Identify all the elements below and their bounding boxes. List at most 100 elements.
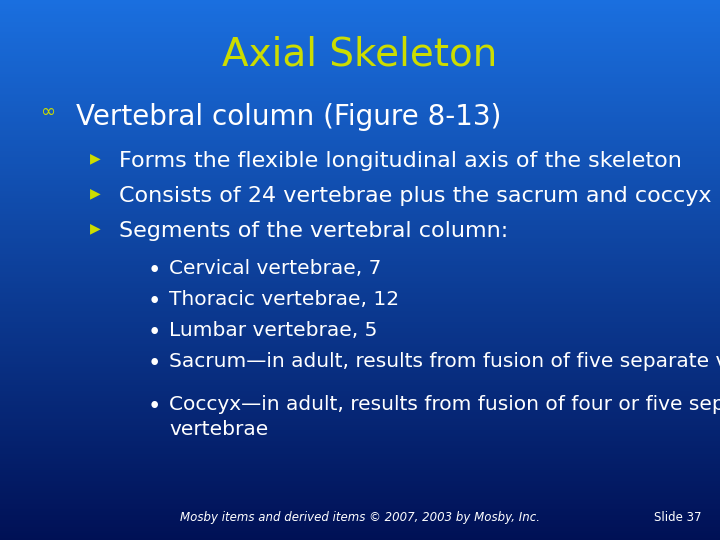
Bar xyxy=(0,209,720,211)
Bar xyxy=(0,151,720,153)
Bar xyxy=(0,501,720,502)
Bar xyxy=(0,0,720,2)
Text: Sacrum—in adult, results from fusion of five separate vertebrae: Sacrum—in adult, results from fusion of … xyxy=(169,352,720,371)
Bar xyxy=(0,47,720,49)
Bar xyxy=(0,324,720,326)
Bar xyxy=(0,45,720,47)
Bar xyxy=(0,448,720,450)
Bar xyxy=(0,20,720,22)
Bar xyxy=(0,288,720,290)
Bar xyxy=(0,70,720,72)
Bar xyxy=(0,479,720,481)
Bar xyxy=(0,538,720,540)
Bar xyxy=(0,335,720,336)
Bar xyxy=(0,144,720,146)
Bar xyxy=(0,153,720,155)
Bar xyxy=(0,380,720,382)
Bar xyxy=(0,69,720,70)
Bar xyxy=(0,23,720,25)
Text: Segments of the vertebral column:: Segments of the vertebral column: xyxy=(119,221,508,241)
Text: •: • xyxy=(148,395,161,418)
Bar xyxy=(0,66,720,69)
Bar xyxy=(0,211,720,212)
Bar xyxy=(0,509,720,511)
Bar xyxy=(0,150,720,151)
Bar xyxy=(0,220,720,221)
Bar xyxy=(0,42,720,43)
Bar xyxy=(0,9,720,11)
Bar xyxy=(0,173,720,174)
Bar xyxy=(0,108,720,110)
Bar xyxy=(0,113,720,115)
Bar xyxy=(0,22,720,23)
Bar xyxy=(0,322,720,324)
Bar xyxy=(0,428,720,430)
Bar xyxy=(0,470,720,471)
Bar xyxy=(0,254,720,255)
Bar xyxy=(0,356,720,358)
Bar xyxy=(0,376,720,378)
Bar xyxy=(0,177,720,178)
Bar xyxy=(0,312,720,313)
Bar xyxy=(0,481,720,482)
Bar xyxy=(0,525,720,528)
Bar xyxy=(0,339,720,340)
Bar xyxy=(0,488,720,490)
Bar xyxy=(0,56,720,58)
Bar xyxy=(0,245,720,247)
Bar xyxy=(0,409,720,410)
Bar xyxy=(0,301,720,302)
Bar xyxy=(0,282,720,285)
Bar xyxy=(0,351,720,353)
Bar xyxy=(0,268,720,270)
Bar xyxy=(0,374,720,376)
Bar xyxy=(0,416,720,417)
Bar xyxy=(0,491,720,493)
Bar xyxy=(0,228,720,231)
Bar xyxy=(0,520,720,522)
Bar xyxy=(0,293,720,295)
Bar xyxy=(0,362,720,363)
Bar xyxy=(0,232,720,234)
Bar xyxy=(0,299,720,301)
Bar xyxy=(0,427,720,428)
Bar xyxy=(0,135,720,137)
Bar xyxy=(0,396,720,398)
Bar xyxy=(0,96,720,97)
Bar xyxy=(0,212,720,214)
Bar xyxy=(0,383,720,385)
Text: Lumbar vertebrae, 5: Lumbar vertebrae, 5 xyxy=(169,321,377,340)
Bar xyxy=(0,77,720,79)
Bar xyxy=(0,198,720,200)
Bar xyxy=(0,174,720,177)
Bar xyxy=(0,90,720,92)
Bar xyxy=(0,191,720,193)
Bar xyxy=(0,115,720,117)
Bar xyxy=(0,394,720,396)
Bar xyxy=(0,72,720,74)
Bar xyxy=(0,319,720,320)
Bar xyxy=(0,511,720,513)
Bar xyxy=(0,61,720,63)
Bar xyxy=(0,248,720,250)
Text: Axial Skeleton: Axial Skeleton xyxy=(222,35,498,73)
Bar xyxy=(0,160,720,162)
Bar xyxy=(0,162,720,164)
Bar xyxy=(0,7,720,9)
Bar xyxy=(0,393,720,394)
Text: Cervical vertebrae, 7: Cervical vertebrae, 7 xyxy=(169,259,382,278)
Bar xyxy=(0,196,720,198)
Bar xyxy=(0,93,720,96)
Bar xyxy=(0,4,720,5)
Bar xyxy=(0,225,720,227)
Bar xyxy=(0,495,720,497)
Bar xyxy=(0,227,720,228)
Bar xyxy=(0,457,720,459)
Bar xyxy=(0,119,720,120)
Bar xyxy=(0,83,720,85)
Bar xyxy=(0,430,720,432)
Bar xyxy=(0,461,720,463)
Bar xyxy=(0,221,720,223)
Bar xyxy=(0,187,720,189)
Bar xyxy=(0,120,720,123)
